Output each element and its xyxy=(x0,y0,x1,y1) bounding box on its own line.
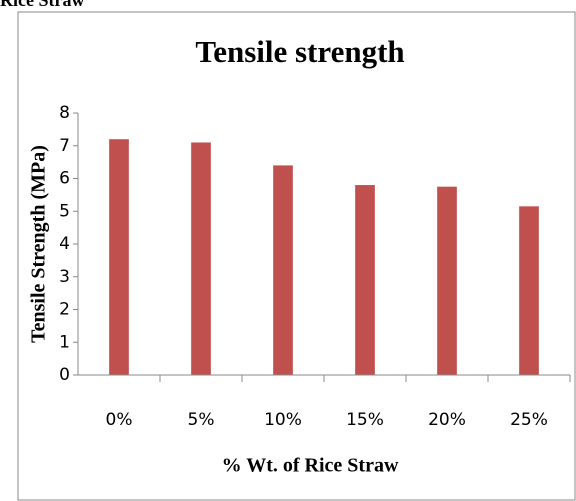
bar xyxy=(355,185,375,375)
x-tick-label: 25% xyxy=(510,410,548,430)
y-tick-label: 5 xyxy=(59,201,70,221)
bar xyxy=(191,142,211,375)
y-tick-label: 3 xyxy=(59,267,70,287)
x-tick-label: 0% xyxy=(106,410,133,430)
bar xyxy=(437,186,457,375)
y-tick-label: 1 xyxy=(59,332,70,352)
y-tick-label: 2 xyxy=(59,300,70,320)
y-tick-label: 8 xyxy=(59,103,70,123)
y-axis-title: Tensile Strength (MPa) xyxy=(28,145,50,343)
x-axis-title: % Wt. of Rice Straw xyxy=(222,455,399,477)
caption: Rice Straw xyxy=(0,0,84,10)
bar xyxy=(109,139,129,375)
x-tick-label: 5% xyxy=(188,410,215,430)
bar xyxy=(273,165,293,375)
x-tick-label: 15% xyxy=(346,410,384,430)
y-tick-label: 6 xyxy=(59,169,70,189)
y-tick-label: 0 xyxy=(59,365,70,385)
x-tick-label: 20% xyxy=(428,410,466,430)
chart-title: Tensile strength xyxy=(195,34,404,69)
y-tick-label: 7 xyxy=(59,136,70,156)
x-tick-label: 10% xyxy=(264,410,302,430)
y-tick-label: 4 xyxy=(59,234,70,254)
bar xyxy=(519,206,539,375)
